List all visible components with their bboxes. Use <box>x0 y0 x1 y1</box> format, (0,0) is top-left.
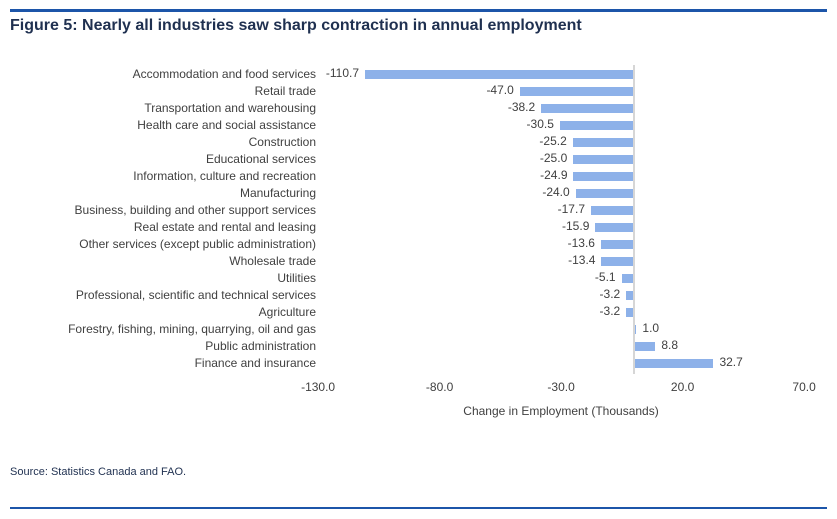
source-note: Source: Statistics Canada and FAO. <box>10 466 187 478</box>
x-tick-label: 70.0 <box>792 380 816 394</box>
bar <box>601 256 634 266</box>
category-label: Information, culture and recreation <box>133 169 316 183</box>
bar <box>575 188 634 198</box>
value-label: -13.4 <box>568 253 596 267</box>
category-label: Finance and insurance <box>194 356 316 370</box>
value-label: -110.7 <box>325 66 359 80</box>
zero-axis-line <box>633 65 635 374</box>
bar <box>364 69 634 79</box>
value-label: 1.0 <box>642 321 660 335</box>
employment-bar-chart: Accommodation and food services -110.7 Ret… <box>0 60 837 430</box>
value-label: -24.0 <box>542 185 570 199</box>
category-label: Manufacturing <box>239 186 316 200</box>
bar <box>600 239 634 249</box>
category-label: Business, building and other support ser… <box>74 203 316 217</box>
value-label: -30.5 <box>526 117 554 131</box>
category-label: Construction <box>248 135 316 149</box>
bar <box>590 205 634 215</box>
value-label: 8.8 <box>661 338 679 352</box>
bar <box>634 341 656 351</box>
category-label: Transportation and warehousing <box>144 101 316 115</box>
x-tick-label: 20.0 <box>670 380 695 394</box>
bar <box>634 324 637 334</box>
value-label: -13.6 <box>567 236 595 250</box>
x-tick-label: -30.0 <box>547 380 575 394</box>
value-label: -25.2 <box>539 134 567 148</box>
value-label: -38.2 <box>507 100 536 114</box>
x-tick-label: -80.0 <box>425 380 454 394</box>
category-label: Real estate and rental and leasing <box>133 220 316 234</box>
value-label: -25.0 <box>539 151 568 165</box>
bar <box>626 290 634 300</box>
category-label: Retail trade <box>254 84 316 98</box>
category-label: Health care and social assistance <box>137 118 316 132</box>
figure-title: Figure 5: Nearly all industries saw shar… <box>10 17 582 34</box>
bar <box>572 137 634 147</box>
bar <box>559 120 634 130</box>
bar <box>573 154 634 164</box>
category-label: Wholesale trade <box>229 254 316 268</box>
value-label: -15.9 <box>562 219 590 233</box>
bar <box>626 307 634 317</box>
category-label: Public administration <box>205 339 316 353</box>
value-label: -17.7 <box>557 202 585 216</box>
value-label: 32.7 <box>719 355 743 369</box>
x-axis-title: Change in Employment (Thousands) <box>463 404 659 418</box>
bottom-divider <box>10 507 827 509</box>
bar <box>595 222 634 232</box>
x-tick-label: -130.0 <box>301 380 336 394</box>
category-label: Other services (except public administra… <box>79 237 316 251</box>
bar <box>519 86 634 96</box>
bar <box>634 358 714 368</box>
value-label: -24.9 <box>540 168 568 182</box>
category-label: Agriculture <box>258 305 316 319</box>
top-divider <box>10 9 827 12</box>
value-label: -3.2 <box>599 304 621 318</box>
bar <box>621 273 634 283</box>
category-label: Forestry, fishing, mining, quarrying, oi… <box>68 322 316 336</box>
category-label: Accommodation and food services <box>132 67 316 81</box>
value-label: -5.1 <box>594 270 616 284</box>
bar <box>541 103 634 113</box>
value-label: -3.2 <box>599 287 621 301</box>
value-label: -47.0 <box>486 83 514 97</box>
category-label: Educational services <box>205 152 316 166</box>
category-label: Professional, scientific and technical s… <box>75 288 316 302</box>
category-label: Utilities <box>277 271 316 285</box>
bar <box>573 171 634 181</box>
